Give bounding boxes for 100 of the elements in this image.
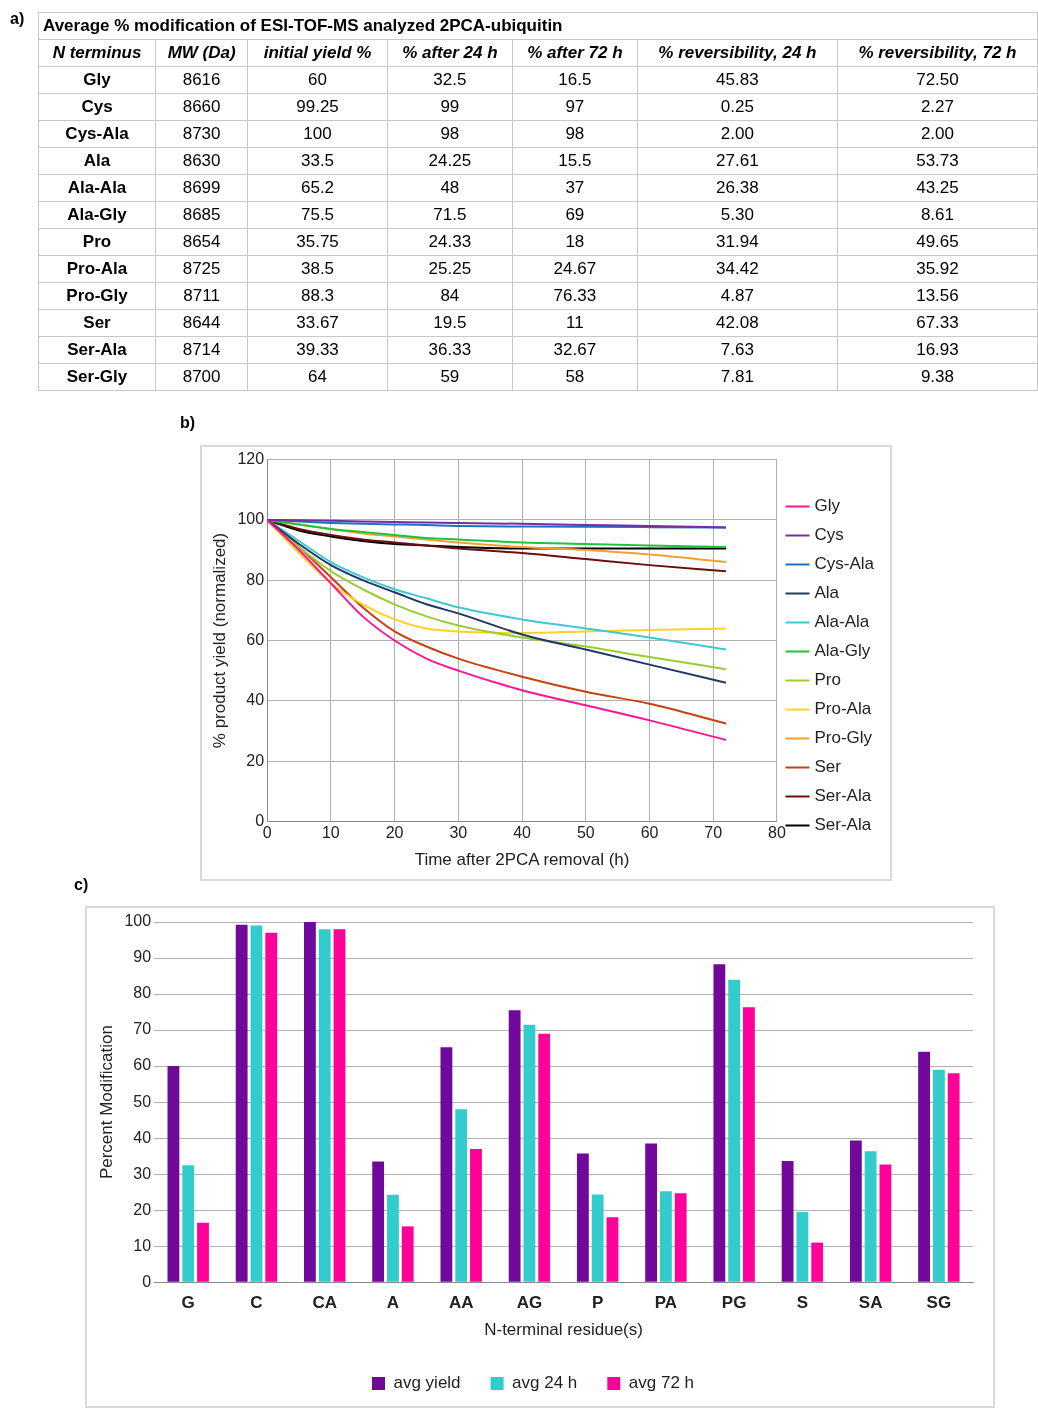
bar bbox=[508, 1010, 521, 1282]
x-tick-label: 10 bbox=[321, 824, 340, 842]
legend-label: Ser-Ala bbox=[814, 815, 872, 835]
data-label: 49.65 bbox=[837, 228, 1038, 256]
text: c) bbox=[74, 876, 89, 894]
data-label: 8685 bbox=[155, 201, 248, 229]
data-label: 8725 bbox=[155, 255, 248, 283]
y-tick-label: Pro-Gly bbox=[38, 282, 156, 310]
y-axis-title: N terminus bbox=[38, 39, 156, 67]
legend-label: Cys-Ala bbox=[814, 554, 875, 574]
bar bbox=[523, 1024, 536, 1282]
data-label: 2.00 bbox=[637, 120, 838, 148]
bar bbox=[606, 1217, 619, 1282]
data-label: 75.5 bbox=[247, 201, 388, 229]
x-tick-label: % after 72 h bbox=[512, 39, 638, 67]
data-label: 34.42 bbox=[637, 255, 838, 283]
data-label: 33.67 bbox=[247, 309, 388, 337]
bar bbox=[318, 929, 331, 1282]
data-label: 8660 bbox=[155, 93, 248, 121]
y-tick-label: Ser-Ala bbox=[38, 336, 156, 364]
bar bbox=[304, 922, 316, 1282]
data-label: 8654 bbox=[155, 228, 248, 256]
legend-label: Pro-Gly bbox=[814, 728, 873, 748]
data-label: 42.08 bbox=[637, 309, 838, 337]
bar bbox=[728, 979, 741, 1282]
data-label: 8711 bbox=[155, 282, 248, 310]
y-tick-label: Ala-Ala bbox=[38, 174, 156, 202]
legend-label: Ala-Ala bbox=[814, 612, 870, 632]
data-label: 26.38 bbox=[637, 174, 838, 202]
data-label: 11 bbox=[512, 309, 638, 337]
data-label: 16.93 bbox=[837, 336, 1038, 364]
y-tick-label: 70 bbox=[133, 1020, 152, 1038]
data-label: 37 bbox=[512, 174, 638, 202]
x-tick-label: C bbox=[250, 1293, 263, 1313]
data-label: 19.5 bbox=[387, 309, 513, 337]
data-label: 43.25 bbox=[837, 174, 1038, 202]
x-tick-label: P bbox=[592, 1293, 604, 1313]
text: a) bbox=[10, 10, 25, 28]
data-label: 9.38 bbox=[837, 363, 1038, 391]
data-label: 16.5 bbox=[512, 66, 638, 94]
y-tick-label: 40 bbox=[246, 691, 265, 709]
y-tick-label: 90 bbox=[133, 948, 152, 966]
bar bbox=[387, 1194, 399, 1282]
bar bbox=[932, 1069, 945, 1282]
bar bbox=[235, 924, 248, 1282]
data-label: 72.50 bbox=[837, 66, 1038, 94]
y-tick-label: Pro-Ala bbox=[38, 255, 156, 283]
data-label: 8714 bbox=[155, 336, 248, 364]
legend-label: avg 72 h bbox=[628, 1373, 695, 1393]
y-tick-label: Ala-Gly bbox=[38, 201, 156, 229]
data-label: 15.5 bbox=[512, 147, 638, 175]
y-tick-label: 60 bbox=[246, 630, 265, 648]
y-axis-title: Percent Modification bbox=[96, 1025, 116, 1180]
data-label: 27.61 bbox=[637, 147, 838, 175]
bar bbox=[470, 1148, 482, 1282]
bar bbox=[864, 1151, 877, 1282]
y-tick-label: 20 bbox=[246, 751, 265, 769]
bar bbox=[849, 1140, 862, 1282]
line-series bbox=[267, 518, 727, 529]
legend-label: Ser-Ala bbox=[814, 786, 872, 806]
bar bbox=[660, 1191, 672, 1282]
bar bbox=[591, 1194, 604, 1282]
data-label: 8700 bbox=[155, 363, 248, 391]
x-axis-title: N-terminal residue(s) bbox=[484, 1320, 643, 1340]
x-tick-label: G bbox=[181, 1293, 195, 1313]
legend-label: avg 24 h bbox=[512, 1373, 578, 1393]
y-tick-label: Cys-Ala bbox=[38, 120, 156, 148]
data-label: 99 bbox=[387, 93, 513, 121]
data-label: 33.5 bbox=[247, 147, 388, 175]
data-label: 5.30 bbox=[637, 201, 838, 229]
bar bbox=[440, 1047, 453, 1282]
data-label: 2.27 bbox=[837, 93, 1038, 121]
bar bbox=[879, 1164, 892, 1282]
bar bbox=[796, 1211, 809, 1282]
x-tick-label: S bbox=[796, 1293, 809, 1313]
x-tick-label: CA bbox=[312, 1293, 337, 1313]
y-tick-label: 0 bbox=[142, 1272, 152, 1290]
data-label: 97 bbox=[512, 93, 638, 121]
x-tick-label: PA bbox=[654, 1293, 678, 1313]
data-label: 48 bbox=[387, 174, 513, 202]
data-label: 98 bbox=[512, 120, 638, 148]
legend-label: Pro-Ala bbox=[814, 699, 872, 719]
bar bbox=[713, 964, 726, 1282]
data-label: 58 bbox=[512, 363, 638, 391]
bar bbox=[918, 1051, 931, 1282]
legend-label: Pro bbox=[814, 670, 841, 690]
y-tick-label: 80 bbox=[246, 570, 265, 588]
data-label: 84 bbox=[387, 282, 513, 310]
x-tick-label: 30 bbox=[449, 824, 468, 842]
x-tick-label: 60 bbox=[640, 824, 659, 842]
x-tick-label: MW (Da) bbox=[155, 39, 248, 67]
data-label: 25.25 bbox=[387, 255, 513, 283]
data-label: 65.2 bbox=[247, 174, 388, 202]
data-label: 8630 bbox=[155, 147, 248, 175]
data-label: 32.5 bbox=[387, 66, 513, 94]
y-tick-label: 20 bbox=[133, 1200, 152, 1218]
y-tick-label: 10 bbox=[133, 1236, 152, 1254]
data-label: 39.33 bbox=[247, 336, 388, 364]
bar bbox=[167, 1066, 180, 1282]
bar bbox=[182, 1165, 195, 1282]
